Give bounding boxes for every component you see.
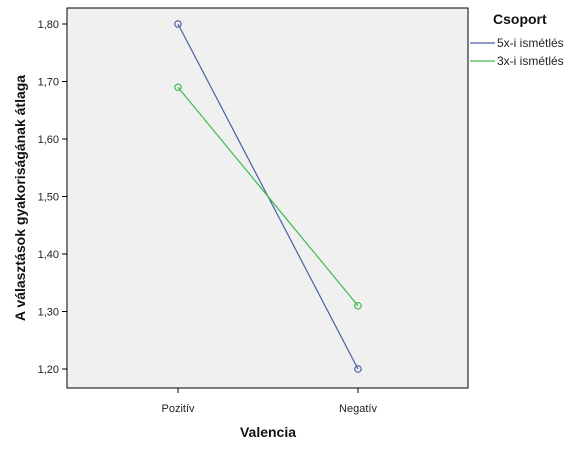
legend: Csoport 5x-i ismétlés 3x-i ismétlés [470, 11, 564, 68]
y-tick-label: 1,60 [38, 134, 59, 146]
y-tick-label: 1,30 [38, 307, 59, 319]
x-tick-label: Pozitív [161, 403, 195, 415]
y-axis: 1,20 1,30 1,40 1,50 1,60 1,70 1,80 [38, 19, 67, 376]
y-tick-label: 1,40 [38, 249, 59, 261]
series-2-point-1 [174, 83, 182, 92]
x-axis: Pozitív Negatív [161, 388, 377, 415]
plot-area [66, 7, 469, 389]
y-tick-label: 1,20 [38, 364, 59, 376]
legend-title: Csoport [493, 11, 547, 27]
x-axis-title: Valencia [240, 424, 296, 440]
series-2-point-2 [354, 301, 362, 310]
series-layer [174, 20, 362, 373]
y-tick-label: 1,70 [38, 77, 59, 89]
legend-entry-2: 3x-i ismétlés [497, 54, 564, 68]
y-axis-title: A választások gyakoriságának átlaga [12, 75, 28, 321]
legend-entry-1: 5x-i ismétlés [497, 36, 564, 50]
series-1-point-2 [354, 365, 362, 373]
y-tick-label: 1,50 [38, 192, 59, 204]
y-tick-label: 1,80 [38, 19, 59, 31]
x-tick-label: Negatív [339, 403, 377, 415]
series-line-2 [177, 86, 359, 307]
series-1-point-1 [174, 20, 182, 28]
